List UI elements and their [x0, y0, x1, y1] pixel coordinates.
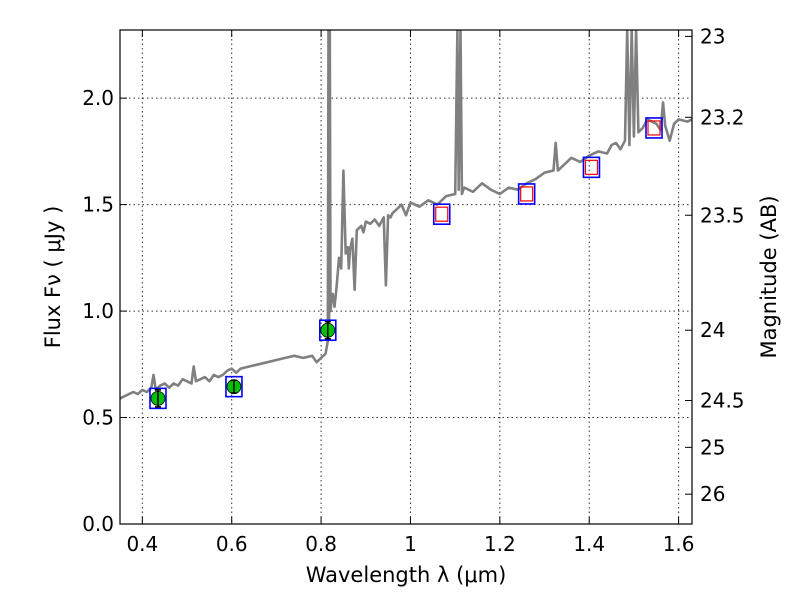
upper-limit-square — [647, 120, 661, 136]
grid-layer — [120, 30, 692, 525]
x-tick-label: 0.6 — [216, 532, 248, 556]
right-tick-label: 24 — [700, 318, 725, 342]
model-flux-square — [517, 183, 536, 205]
right-tick-label: 26 — [700, 482, 725, 506]
x-axis-title: Wavelength λ (μm) — [306, 563, 507, 587]
spectrum-line — [120, 30, 692, 400]
model-flux-square — [582, 156, 601, 179]
y-tick-label: 0.5 — [82, 406, 114, 430]
upper-limit-square — [435, 206, 449, 222]
plot-area — [120, 30, 692, 410]
y-tick-label: 1.0 — [82, 299, 114, 323]
model-flux-square — [645, 117, 663, 139]
right-tick-label: 23.2 — [700, 105, 745, 129]
x-tick-label: 1.4 — [573, 532, 605, 556]
ticks-layer — [120, 30, 692, 525]
y-tick-label: 0.0 — [82, 512, 114, 536]
labels-layer: 0.4 0.6 0.8 1 1.2 1.4 1.6 0.0 0.5 1.0 1.5 2.0 23 23.2… — [82, 24, 744, 556]
y-tick-label: 1.5 — [82, 193, 114, 217]
upper-limit-square — [584, 159, 599, 175]
series-layer — [120, 30, 692, 410]
plot-frame — [119, 29, 693, 525]
model-flux-square — [225, 375, 243, 398]
right-tick-label: 23.5 — [700, 203, 745, 227]
right-axis-title: Magnitude (AB) — [757, 195, 781, 358]
right-tick-label: 24.5 — [700, 389, 745, 413]
model-flux-square — [318, 319, 337, 342]
x-tick-label: 0.8 — [305, 532, 337, 556]
y-axis-title: Flux Fν ( μJy ) — [41, 206, 65, 349]
x-tick-label: 1.2 — [484, 532, 516, 556]
model-flux-square — [149, 387, 167, 410]
right-tick-label: 25 — [700, 435, 725, 459]
x-tick-label: 1 — [404, 532, 417, 556]
upper-limit-square — [520, 186, 534, 202]
x-tick-label: 0.4 — [126, 532, 158, 556]
y-tick-label: 2.0 — [82, 86, 114, 110]
model-flux-square — [432, 203, 451, 225]
right-tick-label: 23 — [700, 24, 725, 48]
x-tick-label: 1.6 — [663, 532, 695, 556]
